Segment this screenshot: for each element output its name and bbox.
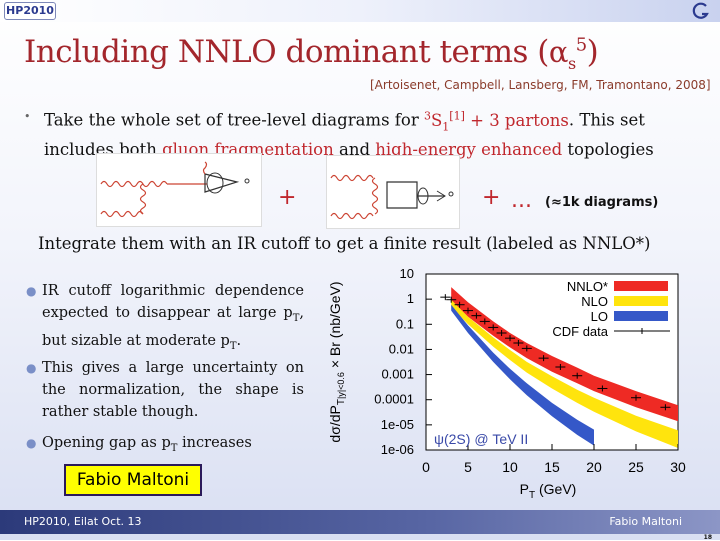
chart-annotation: ψ(2S) @ TeV II	[434, 431, 528, 447]
page-number: 18	[703, 534, 712, 541]
legend-label: CDF data	[552, 324, 608, 339]
feynman-diagram-gluon-fragmentation	[96, 153, 262, 227]
g-logo-icon	[692, 2, 709, 19]
x-tick-label: 15	[544, 459, 560, 475]
footer-bar: HP2010, Eilat Oct. 13 Fabio Maltoni	[0, 510, 720, 534]
y-tick-label: 0.0001	[374, 392, 414, 407]
ellipsis: ...	[511, 188, 532, 213]
x-tick-label: 10	[502, 459, 518, 475]
legend-swatch-nnlostar	[614, 281, 668, 291]
x-tick-label: 0	[422, 459, 430, 475]
band-lo	[451, 304, 594, 446]
integrate-statement: Integrate them with an IR cutoff to get …	[38, 234, 651, 253]
y-tick-label: 0.001	[381, 367, 414, 382]
bullet-icon: ●	[26, 436, 37, 450]
y-tick-label: 10	[400, 266, 414, 281]
legend-swatch-lo	[614, 311, 668, 321]
x-tick-label: 20	[586, 459, 602, 475]
y-tick-label: 1e-05	[381, 417, 414, 432]
citation: [Artoisenet, Campbell, Lansberg, FM, Tra…	[370, 78, 711, 92]
feynman-diagram-high-energy	[326, 155, 460, 229]
bullet-icon: •	[24, 110, 31, 123]
legend-swatch-nlo	[614, 296, 668, 306]
footer-left: HP2010, Eilat Oct. 13	[24, 515, 142, 528]
plus-sign-2: +	[482, 185, 501, 210]
x-tick-label: 30	[670, 459, 686, 475]
x-axis-label: PT (GeV)	[520, 481, 577, 501]
y-tick-label: 0.01	[389, 341, 414, 356]
legend-label: LO	[591, 309, 608, 324]
left-bullet-3: ● Opening gap as pT increases	[26, 432, 304, 460]
x-tick-label: 25	[628, 459, 644, 475]
x-tick-label: 5	[464, 459, 472, 475]
left-bullet-1: ● IR cutoff logarithmic dependence expec…	[26, 280, 304, 358]
band-nlo	[451, 299, 678, 448]
left-bullet-2: ● This gives a large uncertainty on the …	[26, 357, 304, 423]
y-axis-label: dσ/dPT|y|<0.6 × Br (nb/GeV)	[327, 281, 347, 442]
psi2s-cross-section-chart: 10 1 0.1 0.01 0.001 0.0001 1e-05 1e-06 0 5 10 15 20 2…	[327, 266, 686, 501]
speaker-name-box: Fabio Maltoni	[64, 464, 202, 496]
y-tick-label: 0.1	[396, 316, 414, 331]
plus-sign: +	[278, 185, 297, 210]
y-tick-label: 1e-06	[381, 442, 414, 457]
bullet-icon: ●	[26, 361, 37, 375]
top-bar	[0, 0, 720, 22]
legend-label: NLO	[581, 294, 608, 309]
band-nnlostar	[451, 287, 678, 422]
legend-label: NNLO*	[567, 279, 608, 294]
bullet-icon: ●	[26, 284, 37, 298]
footer-right: Fabio Maltoni	[609, 515, 682, 528]
hp2010-logo: HP2010	[4, 2, 56, 20]
main-bullet: • Take the whole set of tree-level diagr…	[24, 104, 706, 161]
y-tick-label: 1	[407, 291, 414, 306]
slide-title: Including NNLO dominant terms (αs5)	[24, 34, 599, 74]
diagram-count-label: (≈1k diagrams)	[545, 195, 659, 210]
